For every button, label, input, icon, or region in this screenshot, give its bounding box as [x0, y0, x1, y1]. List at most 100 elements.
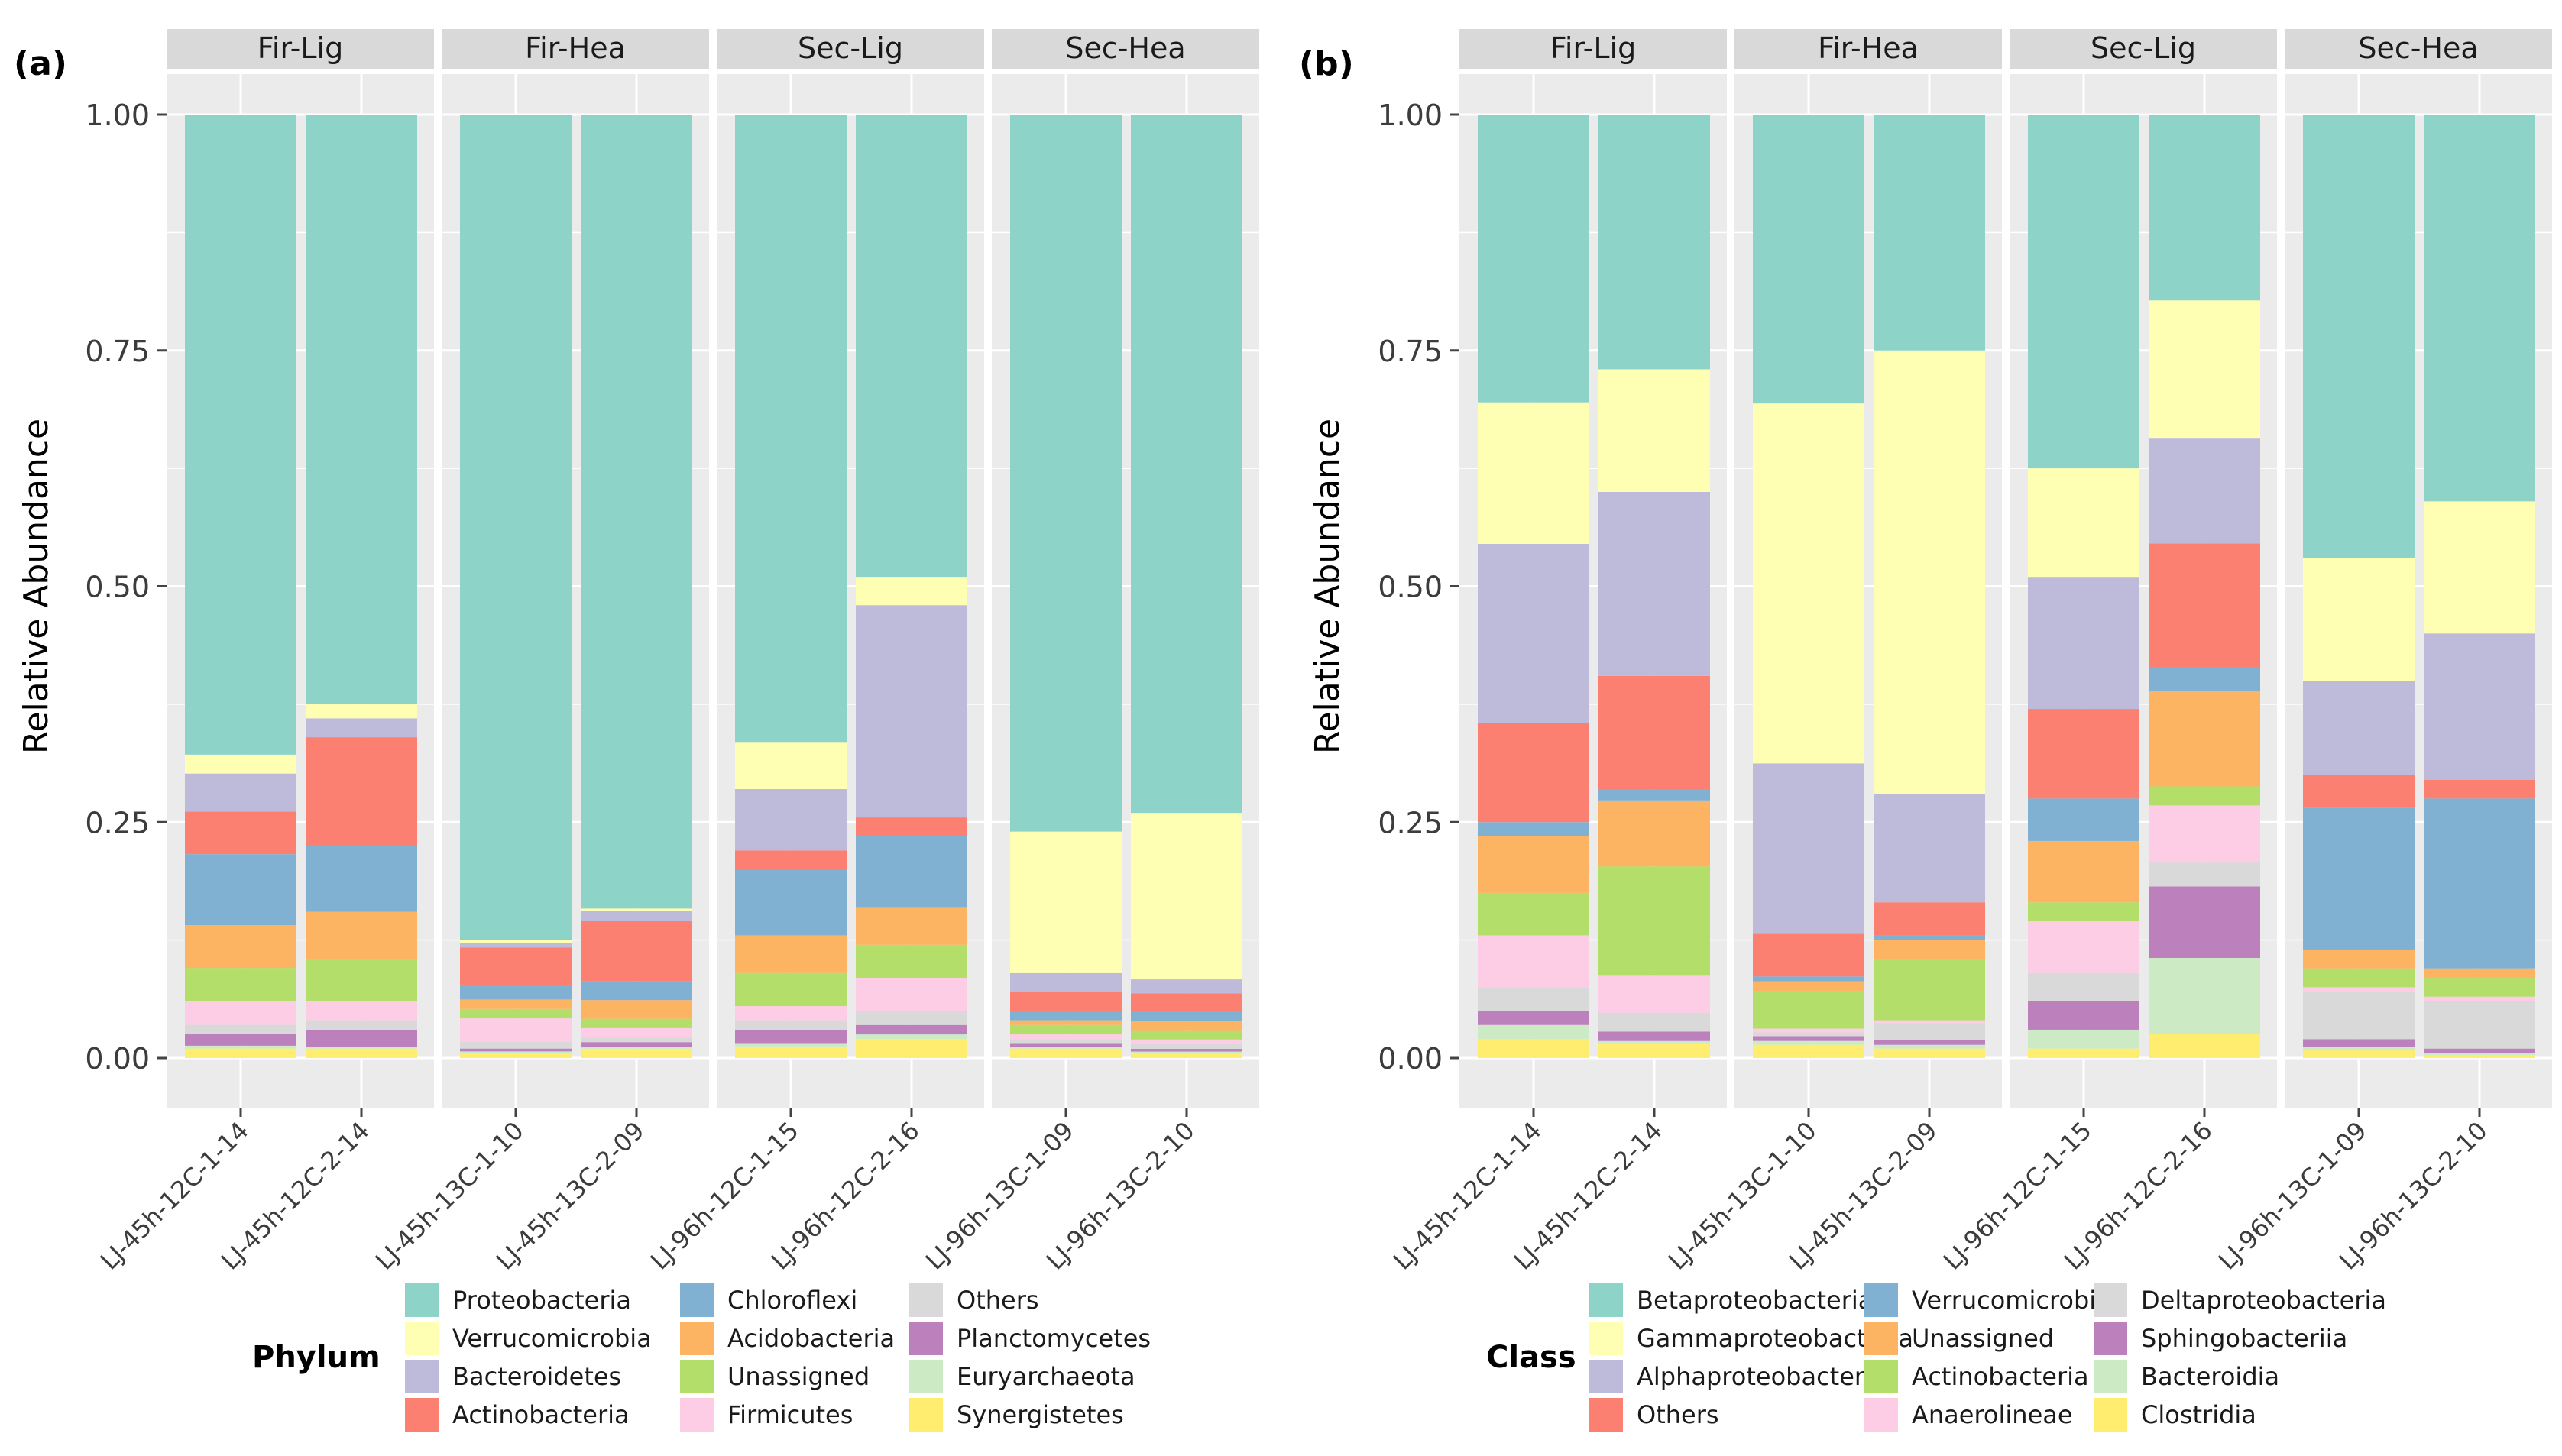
bar-segment: [306, 1047, 417, 1049]
bar-segment: [1753, 1032, 1864, 1037]
bar-segment: [1131, 979, 1242, 994]
bar-segment: [2303, 968, 2415, 988]
legend-title: Class: [1486, 1340, 1576, 1375]
legend-swatch: [1589, 1283, 1623, 1317]
bar-segment: [2149, 805, 2260, 863]
bar-segment: [1874, 1040, 1985, 1045]
bar-segment: [1131, 115, 1242, 814]
bar-segment: [581, 1000, 692, 1019]
legend-label: Deltaproteobacteria: [2141, 1286, 2386, 1315]
bar-segment: [1874, 115, 1985, 351]
bar-segment: [2303, 1047, 2415, 1051]
bar-segment: [1010, 992, 1122, 1011]
legend-item: Bacteroidia: [2094, 1360, 2279, 1393]
facet-strip: [992, 29, 1259, 69]
legend-label: Anaerolineae: [1912, 1400, 2073, 1429]
bar-segment: [185, 1048, 296, 1058]
legend-title: Phylum: [252, 1340, 381, 1375]
legend-item: Firmicutes: [680, 1398, 853, 1432]
bar-segment: [856, 577, 967, 606]
bar-segment: [581, 921, 692, 982]
bar-segment: [460, 947, 572, 985]
bar-segment: [1874, 1048, 1985, 1058]
bar-segment: [581, 981, 692, 1001]
legend-swatch: [1864, 1322, 1898, 1355]
legend-item: Actinobacteria: [1864, 1360, 2089, 1393]
bar-segment: [1010, 1024, 1122, 1035]
legend-label: Others: [1637, 1400, 1719, 1429]
facet-strip: [1734, 29, 2002, 69]
bar-segment: [2424, 1001, 2535, 1049]
bar-segment: [1874, 935, 1985, 940]
bar-segment: [1010, 1020, 1122, 1025]
bar-segment: [1598, 1012, 1710, 1032]
bar-segment: [1874, 1020, 1985, 1024]
bar-segment: [1598, 492, 1710, 676]
bar-segment: [2424, 633, 2535, 780]
legend-item: Sphingobacteriia: [2094, 1322, 2347, 1355]
y-tick-label: 1.00: [85, 99, 150, 132]
bar-segment: [1010, 1048, 1122, 1058]
bar-segment: [185, 968, 296, 1001]
legend-item: Betaproteobacteria: [1589, 1283, 1873, 1317]
bar-segment: [1478, 543, 1589, 723]
legend-swatch: [2094, 1360, 2127, 1393]
bar-segment: [306, 1001, 417, 1021]
bar-segment: [1131, 813, 1242, 980]
legend-item: Unassigned: [1864, 1322, 2054, 1355]
bar-segment: [306, 911, 417, 959]
bar-segment: [735, 1047, 847, 1058]
y-tick-label: 0.00: [1378, 1042, 1443, 1076]
bar-segment: [460, 1008, 572, 1019]
panel-b: (b) Relative Abundance 0.00 0.25 0.50 0.75 1.0…: [1299, 29, 2552, 1432]
bar-segment: [306, 115, 417, 704]
bar-segment: [1010, 1047, 1122, 1049]
legend-swatch: [2094, 1322, 2127, 1355]
bar-segment: [2149, 1034, 2260, 1058]
bar-segment: [2028, 972, 2139, 1001]
bar-segment: [1478, 836, 1589, 893]
bar-segment: [2303, 681, 2415, 775]
bar-segment: [735, 115, 847, 743]
bar-segment: [1598, 866, 1710, 976]
bar-segment: [306, 1029, 417, 1047]
bar-segment: [856, 907, 967, 945]
y-tick-label: 0.25: [1378, 806, 1443, 840]
legend-swatch: [1864, 1360, 1898, 1393]
bar-segment: [1598, 1040, 1710, 1044]
bar-segment: [306, 1020, 417, 1030]
legend-label: Bacteroidia: [2141, 1362, 2279, 1391]
bar-segment: [185, 773, 296, 812]
bar-segment: [1131, 1011, 1242, 1021]
bar-segment: [1753, 115, 1864, 404]
y-axis-title: Relative Abundance: [17, 419, 56, 754]
legend-swatch: [2094, 1283, 2127, 1317]
legend-swatch: [680, 1322, 714, 1355]
bar-segment: [735, 972, 847, 1007]
bar-segment: [2028, 1001, 2139, 1030]
facet-strip: [167, 29, 434, 69]
bar-segment: [306, 959, 417, 1001]
bar-segment: [1010, 1034, 1122, 1040]
bar-segment: [460, 943, 572, 948]
facet-strip: [1459, 29, 1727, 69]
y-axis-title: Relative Abundance: [1308, 419, 1347, 754]
legend-item: Chloroflexi: [680, 1283, 857, 1317]
bar-segment: [1131, 1030, 1242, 1040]
bar-segment: [185, 1045, 296, 1049]
bar-segment: [1753, 933, 1864, 977]
legend-swatch: [1589, 1398, 1623, 1432]
bar-segment: [1478, 115, 1589, 403]
bar-segment: [2028, 921, 2139, 973]
y-tick-label: 0.25: [85, 806, 150, 840]
bar-segment: [2028, 902, 2139, 921]
bar-segment: [856, 1011, 967, 1025]
bar-segment: [2028, 840, 2139, 903]
bar-segment: [735, 789, 847, 851]
bar-segment: [2303, 1039, 2415, 1047]
bar-segment: [2028, 577, 2139, 710]
bar-segment: [1131, 1051, 1242, 1053]
bar-segment: [185, 1034, 296, 1046]
legend-swatch: [405, 1398, 439, 1432]
bar-segment: [2149, 862, 2260, 887]
